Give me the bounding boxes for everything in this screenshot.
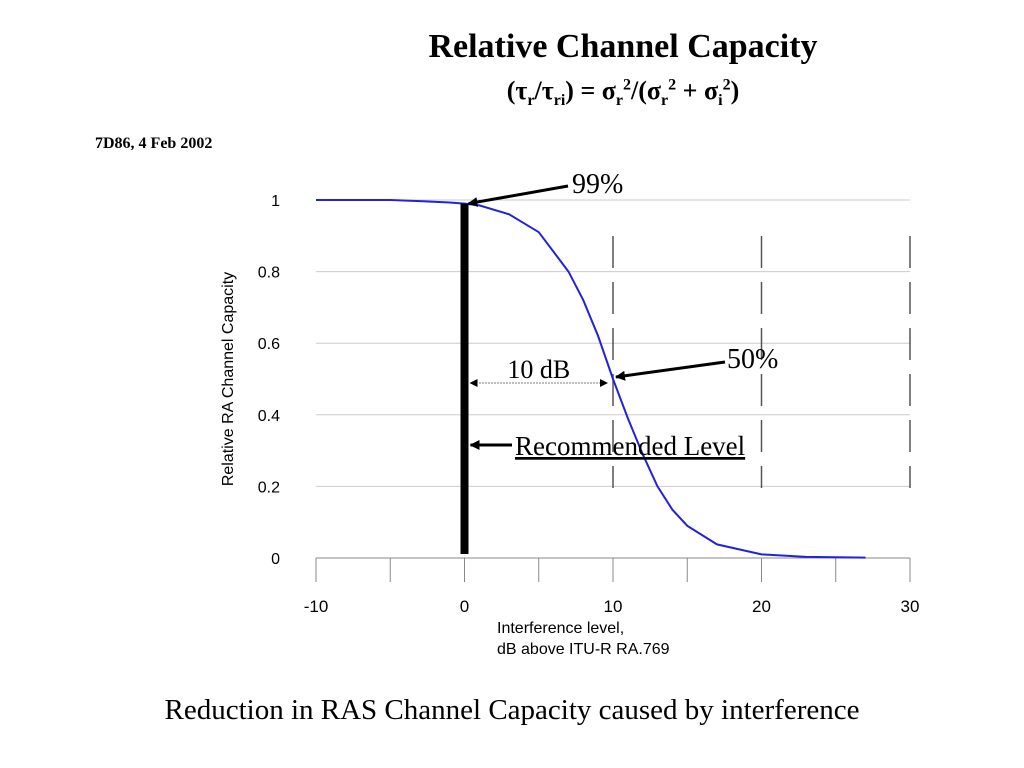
formula-part: r: [527, 92, 535, 110]
formula-part: r: [661, 92, 669, 110]
pct50-label: 50%: [727, 344, 778, 375]
x-tick-label: 30: [901, 597, 920, 616]
y-tick-label: 0: [271, 551, 280, 568]
axes-layer: -10 0 10 20 30 0 0.2 0.4 0.6 0.8 1 Relative RA Chan…: [220, 193, 919, 658]
pct50-arrow: [615, 360, 726, 381]
formula-part: ): [730, 76, 740, 105]
recommended-level-label: Recommended Level: [515, 431, 745, 461]
y-axis-label: Relative RA Channel Capacity: [220, 272, 237, 486]
gap-label: 10 dB: [507, 355, 570, 384]
y-tick-label: 0.8: [258, 265, 280, 282]
date-label: 7D86, 4 Feb 2002: [95, 135, 213, 152]
formula-part: 2: [668, 76, 677, 94]
x-axis-label-line: dB above ITU-R RA.769: [497, 641, 670, 658]
formula-part: (τ: [506, 76, 528, 105]
y-tick-label: 0.6: [258, 336, 280, 353]
y-tick-label: 1: [271, 193, 280, 210]
formula-part: ri: [553, 92, 566, 110]
pct99-label: 99%: [572, 169, 623, 200]
series-layer: [316, 199, 866, 559]
annotation-layer: Recommended Level 99% 50% 10 dB: [460, 169, 778, 554]
formula-part: i: [718, 92, 723, 110]
x-axis-label-line: Interference level,: [497, 620, 624, 637]
formula-part: 2: [623, 76, 632, 94]
x-tick-label: 10: [604, 597, 623, 616]
formula-part: r: [615, 92, 624, 110]
formula-part: + σ: [676, 76, 719, 105]
pct99-arrow: [467, 184, 569, 207]
formula-part: /τ: [534, 76, 554, 105]
formula-part: ) = σ: [565, 76, 616, 105]
y-tick-label: 0.4: [258, 408, 280, 425]
slide-title: Relative Channel Capacity: [428, 28, 818, 65]
formula-part: /(σ: [631, 76, 662, 105]
formula-part: 2: [722, 76, 731, 94]
x-tick-label: -10: [304, 597, 329, 616]
slide-caption: Reduction in RAS Channel Capacity caused…: [164, 694, 860, 726]
series-line: [316, 199, 866, 559]
y-tick-label: 0.2: [258, 479, 280, 496]
capacity-formula: (τr/τri) = σr2/(σr2 + σi2): [0, 76, 1024, 110]
x-tick-label: 0: [460, 597, 469, 616]
x-tick-label: 20: [752, 597, 771, 616]
